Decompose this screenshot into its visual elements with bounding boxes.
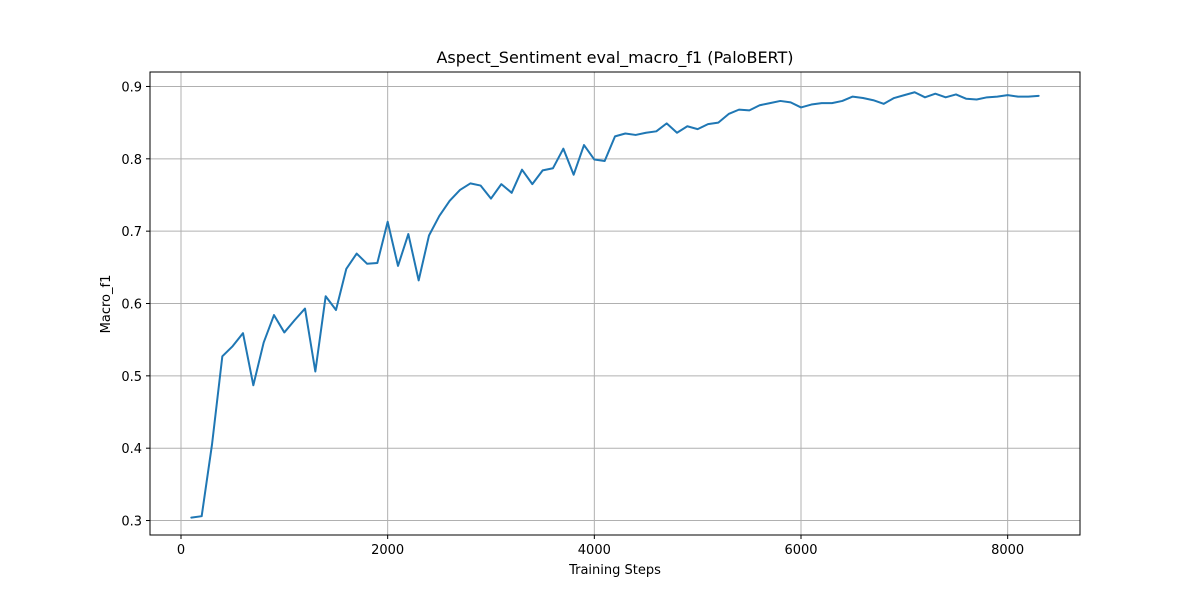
y-tick-label: 0.6 (121, 298, 142, 313)
y-tick-label: 0.8 (121, 153, 142, 168)
x-tick-label: 6000 (784, 543, 817, 558)
y-tick-label: 0.5 (121, 370, 142, 385)
series-line-macro-f1 (190, 91, 1040, 519)
y-tick-label: 0.4 (121, 442, 142, 457)
y-tick-label: 0.7 (121, 225, 142, 240)
y-tick-label: 0.9 (121, 80, 142, 95)
x-axis-ticks: 0 2000 4000 6000 8000 (177, 535, 1024, 558)
y-axis-ticks: 0.3 0.4 0.5 0.6 0.7 0.8 0.9 (121, 80, 150, 530)
y-axis-label: Macro_f1 (99, 275, 114, 334)
x-tick-label: 2000 (371, 543, 404, 558)
x-tick-label: 4000 (578, 543, 611, 558)
grid-lines (150, 72, 1080, 535)
series-layer (190, 91, 1040, 519)
x-tick-label: 8000 (991, 543, 1024, 558)
y-tick-label: 0.3 (121, 515, 142, 530)
x-axis-label: Training Steps (568, 563, 661, 578)
chart-title: Aspect_Sentiment eval_macro_f1 (PaloBERT… (436, 48, 793, 68)
x-tick-label: 0 (177, 543, 185, 558)
